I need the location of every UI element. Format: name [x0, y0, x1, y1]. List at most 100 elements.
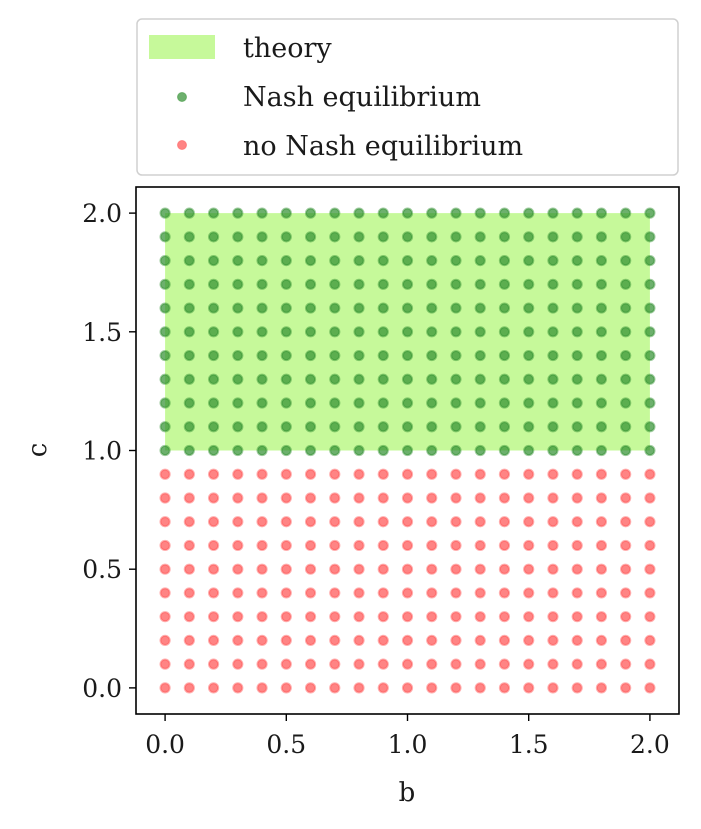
data-point-nash	[256, 302, 268, 314]
data-point-nash	[523, 207, 535, 219]
data-point-nash	[304, 231, 317, 243]
data-point-no-nash	[450, 634, 462, 647]
data-point-no-nash	[280, 682, 292, 694]
data-point-no-nash	[620, 539, 632, 552]
data-point-no-nash	[401, 539, 414, 552]
data-point-nash	[304, 421, 317, 433]
data-point-no-nash	[304, 516, 317, 528]
data-point-nash	[256, 278, 268, 290]
data-point-nash	[304, 326, 317, 338]
data-point-no-nash	[644, 658, 656, 670]
data-point-nash	[450, 326, 462, 338]
data-point-no-nash	[571, 516, 583, 528]
data-point-nash	[159, 326, 171, 338]
data-point-no-nash	[523, 634, 535, 647]
data-point-nash	[620, 254, 632, 267]
legend-label-no-nash: no Nash equilibrium	[243, 131, 523, 162]
data-point-no-nash	[474, 634, 486, 647]
data-point-no-nash	[401, 563, 414, 575]
data-point-no-nash	[232, 563, 244, 575]
data-point-no-nash	[474, 658, 486, 670]
data-point-nash	[256, 373, 268, 385]
data-point-nash	[353, 302, 365, 314]
data-point-nash	[474, 254, 486, 267]
data-point-nash	[620, 207, 632, 219]
data-point-no-nash	[571, 587, 583, 599]
data-point-nash	[183, 373, 195, 385]
legend: theory Nash equilibrium no Nash equilibr…	[136, 18, 679, 176]
data-point-nash	[547, 231, 559, 243]
x-tick-label: 0.0	[145, 730, 185, 759]
data-point-nash	[595, 231, 608, 243]
data-point-nash	[571, 326, 583, 338]
data-point-no-nash	[426, 658, 438, 670]
y-tick-label: 0.5	[82, 555, 122, 584]
data-point-nash	[232, 397, 244, 409]
data-point-nash	[256, 444, 268, 457]
data-point-no-nash	[450, 587, 462, 599]
data-point-nash	[523, 349, 535, 362]
data-point-no-nash	[280, 634, 292, 647]
data-point-no-nash	[595, 468, 608, 480]
data-point-nash	[547, 302, 559, 314]
data-point-no-nash	[498, 516, 511, 528]
data-point-nash	[595, 444, 608, 457]
data-point-no-nash	[304, 468, 317, 480]
data-point-nash	[304, 254, 317, 267]
data-point-no-nash	[547, 587, 559, 599]
data-point-nash	[256, 397, 268, 409]
data-point-no-nash	[353, 587, 365, 599]
data-point-nash	[547, 326, 559, 338]
data-point-nash	[304, 302, 317, 314]
data-point-nash	[595, 278, 608, 290]
data-point-no-nash	[571, 658, 583, 670]
data-point-no-nash	[353, 611, 365, 623]
data-point-nash	[401, 373, 414, 385]
data-point-nash	[353, 397, 365, 409]
data-point-no-nash	[450, 682, 462, 694]
data-point-no-nash	[304, 563, 317, 575]
data-point-nash	[498, 231, 511, 243]
data-point-no-nash	[256, 563, 268, 575]
data-point-nash	[159, 231, 171, 243]
data-point-no-nash	[353, 634, 365, 647]
data-point-no-nash	[523, 563, 535, 575]
legend-swatch-theory	[149, 35, 215, 59]
data-point-no-nash	[353, 492, 365, 504]
data-point-no-nash	[523, 682, 535, 694]
data-point-no-nash	[620, 587, 632, 599]
data-point-no-nash	[280, 611, 292, 623]
data-point-nash	[377, 326, 389, 338]
data-point-no-nash	[450, 563, 462, 575]
data-point-nash	[401, 254, 414, 267]
data-point-no-nash	[207, 492, 220, 504]
data-point-no-nash	[595, 634, 608, 647]
data-point-no-nash	[304, 492, 317, 504]
data-point-nash	[547, 278, 559, 290]
plot-area	[135, 186, 680, 715]
data-point-nash	[571, 254, 583, 267]
data-point-no-nash	[183, 611, 195, 623]
data-point-nash	[329, 207, 341, 219]
data-point-nash	[280, 231, 292, 243]
data-point-nash	[207, 373, 220, 385]
data-point-nash	[207, 231, 220, 243]
legend-marker-nash	[177, 92, 187, 102]
data-point-nash	[401, 207, 414, 219]
data-point-nash	[620, 397, 632, 409]
data-point-no-nash	[329, 516, 341, 528]
data-point-nash	[450, 349, 462, 362]
data-point-no-nash	[159, 468, 171, 480]
legend-frame	[136, 18, 679, 176]
data-point-no-nash	[207, 611, 220, 623]
data-point-nash	[401, 397, 414, 409]
data-point-nash	[620, 231, 632, 243]
data-point-no-nash	[595, 682, 608, 694]
data-point-nash	[644, 397, 656, 409]
data-point-nash	[329, 254, 341, 267]
data-point-nash	[498, 207, 511, 219]
data-point-nash	[232, 302, 244, 314]
data-point-no-nash	[426, 539, 438, 552]
data-point-nash	[620, 278, 632, 290]
data-point-no-nash	[401, 682, 414, 694]
